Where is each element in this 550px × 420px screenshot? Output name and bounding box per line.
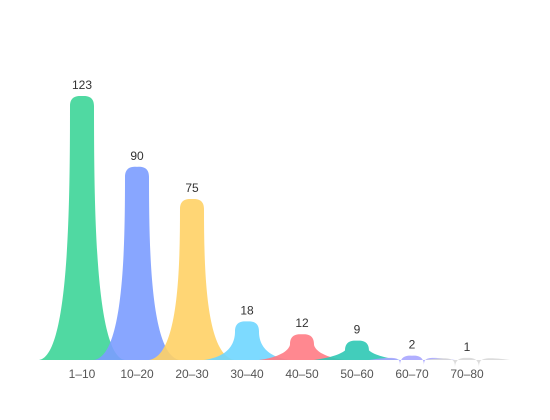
peak-mark-8 <box>424 357 510 368</box>
x-tick-label-7: 60–70 <box>395 367 429 381</box>
peak-mark-2 <box>94 166 180 360</box>
data-label-5: 12 <box>295 316 309 330</box>
data-label-3: 75 <box>185 181 199 195</box>
data-label-6: 9 <box>354 323 361 337</box>
peak-mark-5 <box>259 334 345 360</box>
data-label-7: 2 <box>409 338 416 352</box>
peak-mark-6 <box>314 340 400 360</box>
x-tick-label-6: 50–60 <box>340 367 374 381</box>
x-tick-label-1: 1–10 <box>69 367 96 381</box>
x-tick-label-5: 40–50 <box>285 367 319 381</box>
x-tick-label-2: 10–20 <box>120 367 154 381</box>
x-tick-label-4: 30–40 <box>230 367 264 381</box>
x-tick-label-8: 70–80 <box>450 367 484 381</box>
peak-mark-4 <box>204 321 290 360</box>
data-label-4: 18 <box>240 303 254 317</box>
peak-mark-1 <box>39 95 125 361</box>
data-label-2: 90 <box>130 149 144 163</box>
data-label-1: 123 <box>72 78 92 92</box>
x-tick-label-3: 20–30 <box>175 367 209 381</box>
peak-mark-7 <box>369 355 455 366</box>
peak-mark-3 <box>149 199 235 360</box>
data-label-8: 1 <box>464 340 471 354</box>
